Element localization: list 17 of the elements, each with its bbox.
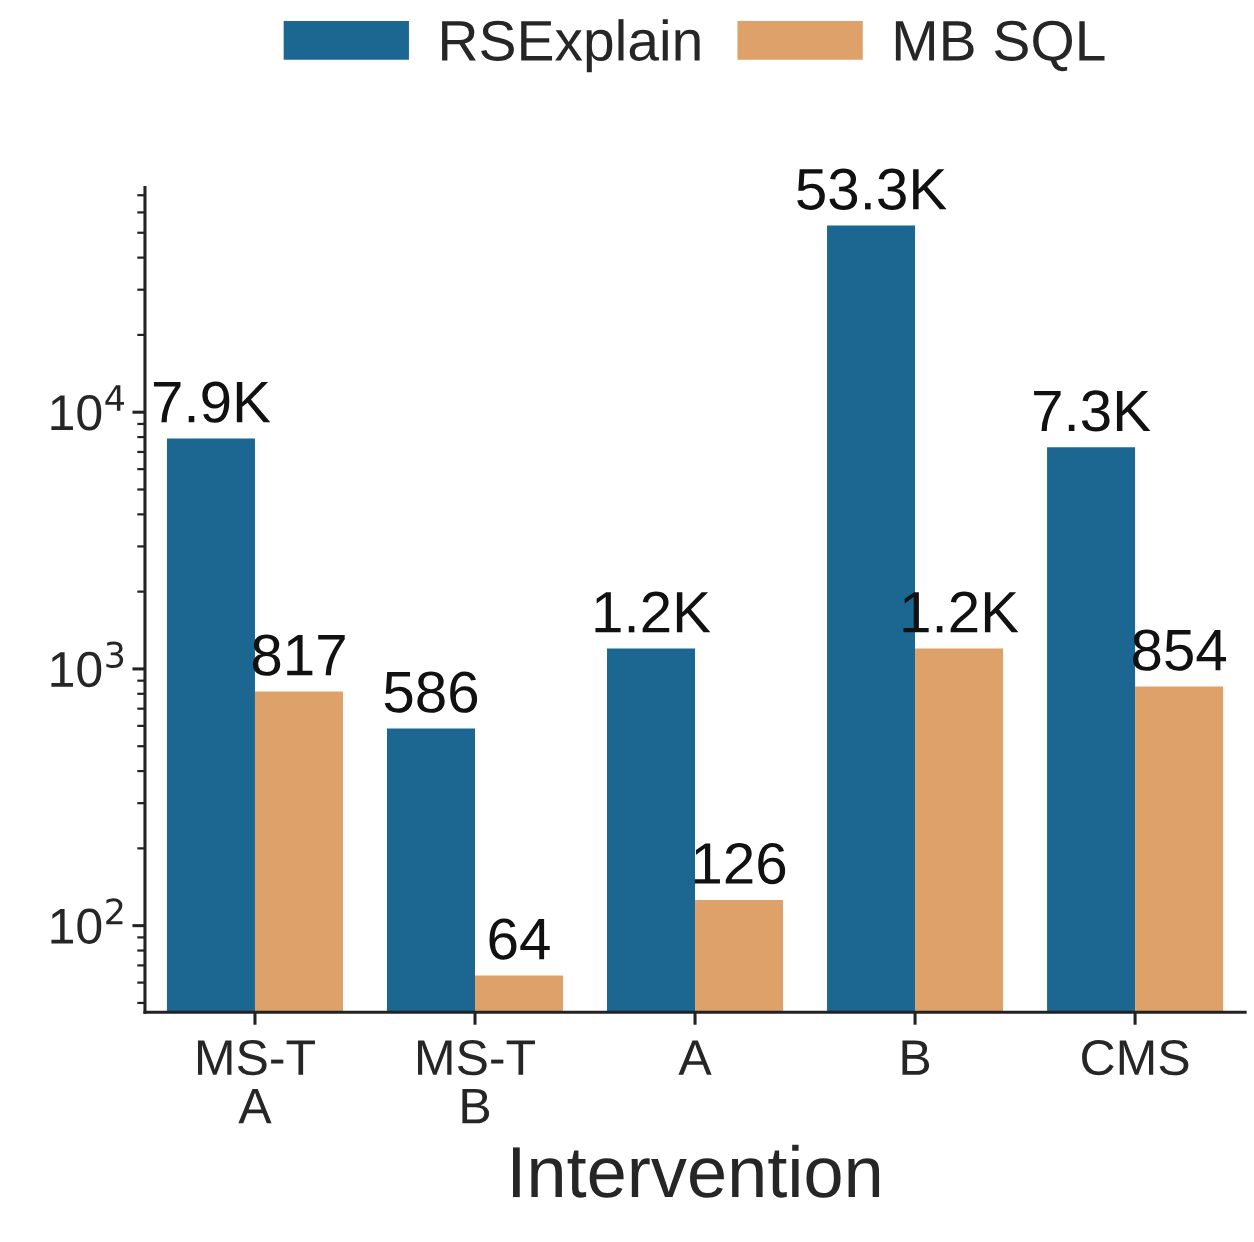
- legend-label: MB SQL: [895, 20, 1105, 72]
- y-tick-label: 10$^{2}$: [51, 898, 123, 944]
- y-tick-label: 10$^{3}$: [51, 641, 124, 688]
- data-label: 7.9K: [153, 381, 271, 423]
- x-tick-label: B: [902, 1040, 930, 1075]
- data-label: 1.2K: [595, 591, 711, 633]
- x-axis-title: Intervention: [513, 1144, 880, 1198]
- data-label: 586: [384, 671, 478, 713]
- x-tick-label: MS-T A: [197, 1039, 315, 1124]
- legend-label: RSExplain: [442, 19, 700, 73]
- data-label: 53.3K: [797, 168, 947, 210]
- x-tick-label: MS-T B: [418, 1039, 535, 1124]
- x-tick-label: CMS: [1082, 1039, 1189, 1076]
- data-label: 64: [489, 918, 550, 960]
- y-tick-label: 10$^{4}$: [51, 385, 124, 431]
- x-tick-label: A: [678, 1040, 712, 1075]
- data-label: 7.3K: [1034, 390, 1151, 432]
